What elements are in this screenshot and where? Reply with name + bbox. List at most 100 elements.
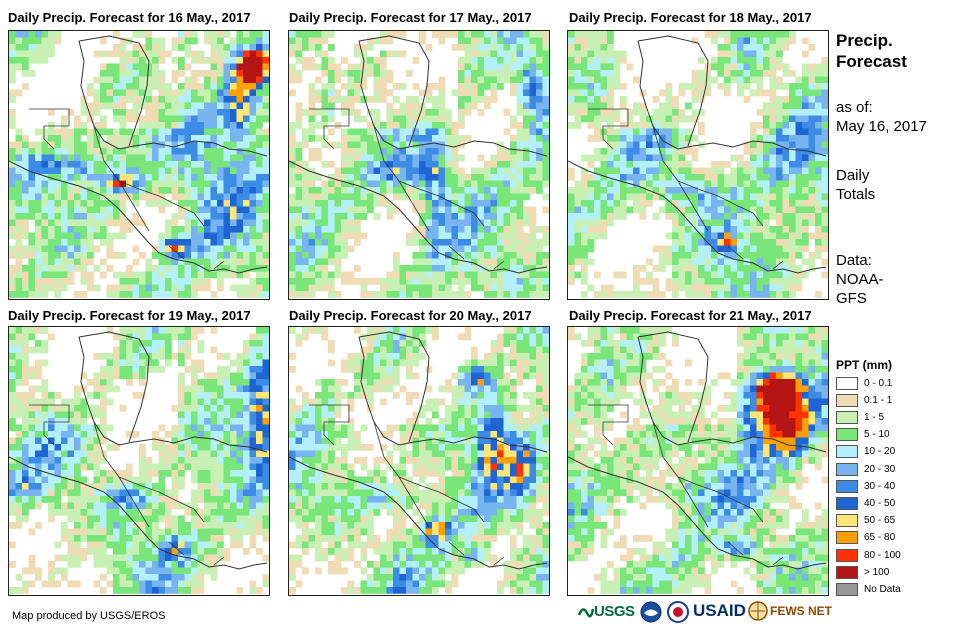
precip-cell [61, 502, 68, 510]
precip-cell [471, 258, 478, 266]
precip-cell [730, 291, 738, 298]
precip-cell [171, 284, 179, 292]
precip-cell [490, 226, 498, 233]
precip-cell [763, 284, 770, 292]
precip-cell [171, 567, 179, 575]
precip-cell [438, 219, 446, 227]
precip-cell [451, 89, 459, 97]
precip-cell [178, 271, 185, 279]
precip-cell [354, 167, 361, 175]
precip-cell [458, 252, 465, 259]
precip-cell [685, 252, 692, 259]
precip-cell [315, 148, 322, 155]
precip-cell [15, 187, 23, 194]
precip-cell [223, 161, 231, 168]
precip-cell [542, 278, 549, 285]
precip-cell [685, 213, 692, 220]
precip-cell [165, 327, 172, 334]
precip-cell [776, 31, 783, 38]
precip-cell [497, 76, 504, 84]
precip-cell [302, 141, 309, 149]
precip-cell [795, 219, 803, 227]
precip-cell [197, 167, 205, 175]
precip-cell [22, 405, 29, 412]
precip-cell [152, 76, 159, 84]
precip-cell [80, 437, 88, 445]
precip-cell [171, 353, 179, 360]
precip-cell [236, 366, 244, 373]
precip-cell [61, 219, 68, 227]
precip-cell [9, 366, 16, 373]
precip-cell [529, 226, 537, 233]
precip-cell [106, 265, 114, 272]
precip-cell [678, 219, 686, 227]
precip-cell [28, 258, 36, 266]
precip-cell [191, 180, 198, 188]
precip-cell [464, 252, 472, 259]
precip-cell [93, 561, 101, 568]
precip-cell [41, 50, 49, 58]
precip-cell [15, 193, 23, 201]
precip-cell [249, 37, 257, 45]
precip-cell [119, 109, 127, 116]
precip-cell [191, 385, 198, 393]
precip-cell [691, 109, 699, 116]
precip-cell [210, 258, 218, 266]
precip-cell [646, 200, 653, 207]
precip-cell [380, 161, 387, 168]
precip-cell [399, 187, 407, 194]
precip-cell [171, 135, 179, 142]
precip-cell [620, 102, 627, 110]
precip-cell [204, 418, 211, 425]
precip-cell [698, 219, 705, 227]
precip-cell [113, 50, 120, 58]
precip-cell [516, 278, 524, 285]
precip-cell [139, 193, 146, 201]
precip-cell [600, 193, 608, 201]
precip-cell [158, 206, 166, 214]
precip-cell [217, 50, 224, 58]
precip-cell [119, 489, 127, 497]
precip-cell [100, 424, 107, 432]
precip-cell [652, 187, 660, 194]
precip-cell [412, 135, 420, 142]
precip-cell [607, 122, 614, 129]
precip-cell [184, 89, 192, 97]
precip-cell [262, 431, 269, 438]
precip-cell [191, 135, 198, 142]
precip-cell [497, 167, 504, 175]
precip-cell [367, 57, 374, 64]
precip-cell [236, 528, 244, 536]
precip-cell [523, 102, 530, 110]
precip-cell [204, 489, 211, 497]
precip-cell [302, 37, 309, 45]
precip-cell [178, 109, 185, 116]
precip-cell [704, 213, 712, 220]
precip-cell [815, 239, 822, 246]
precip-cell [230, 206, 237, 214]
precip-cell [821, 161, 828, 168]
precip-cell [289, 180, 296, 188]
precip-cell [808, 70, 816, 77]
precip-cell [756, 154, 764, 162]
precip-cell [380, 291, 387, 298]
precip-cell [724, 44, 731, 51]
precip-cell [262, 346, 269, 354]
precip-cell [763, 239, 770, 246]
precip-cell [607, 167, 614, 175]
precip-cell [74, 405, 81, 412]
precip-cell [451, 148, 459, 155]
precip-cell [672, 284, 679, 292]
precip-cell [769, 239, 777, 246]
precip-cell [763, 122, 770, 129]
precip-cell [178, 463, 185, 471]
precip-cell [28, 450, 36, 458]
precip-cell [607, 174, 614, 181]
precip-cell [698, 128, 705, 136]
precip-cell [503, 200, 511, 207]
precip-cell [315, 232, 322, 240]
precip-cell [393, 161, 400, 168]
precip-cell [497, 232, 504, 240]
precip-cell [432, 265, 439, 272]
precip-cell [600, 50, 608, 58]
